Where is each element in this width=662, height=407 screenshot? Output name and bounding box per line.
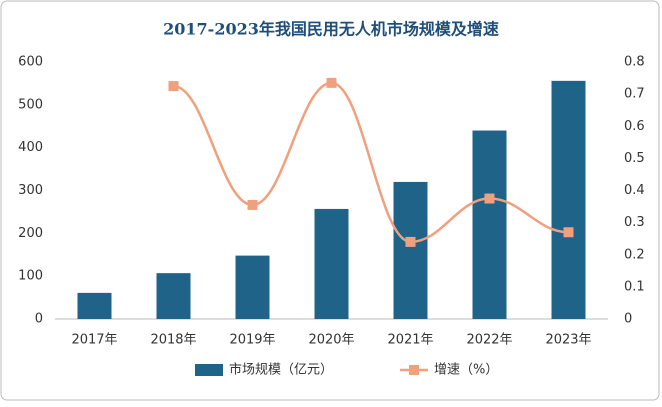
bar — [156, 273, 191, 319]
y-tick-label: 100 — [18, 269, 43, 284]
y2-tick-label: 0.4 — [624, 183, 645, 198]
line-marker — [563, 227, 574, 238]
line-marker — [405, 236, 416, 247]
y2-tick-label: 0.3 — [624, 215, 645, 230]
y-tick-label: 0 — [35, 312, 43, 327]
chart-title: 2017-2023年我国民用无人机市场规模及增速 — [163, 20, 499, 39]
y2-tick-label: 0.8 — [624, 55, 645, 70]
legend-swatch — [195, 364, 223, 376]
bar — [551, 80, 586, 319]
x-tick-label: 2021年 — [387, 333, 433, 348]
x-tick-label: 2019年 — [229, 333, 275, 348]
y-tick-label: 200 — [18, 226, 43, 241]
y-tick-label: 300 — [18, 183, 43, 198]
x-tick-label: 2018年 — [150, 333, 196, 348]
bar — [77, 292, 112, 319]
line-marker — [484, 193, 495, 204]
y-tick-label: 500 — [18, 97, 43, 112]
x-tick-label: 2020年 — [308, 333, 354, 348]
bar — [472, 130, 507, 319]
y-tick-label: 600 — [18, 55, 43, 70]
y2-tick-label: 0.5 — [624, 151, 645, 166]
line-marker — [326, 77, 337, 88]
line-marker — [247, 199, 258, 210]
x-tick-label: 2023年 — [545, 333, 591, 348]
legend-label: 市场规模（亿元） — [229, 362, 333, 378]
legend-label: 增速（%） — [434, 363, 498, 378]
y-tick-label: 400 — [18, 140, 43, 155]
bar — [393, 181, 428, 319]
x-tick-label: 2017年 — [71, 333, 117, 348]
x-tick-label: 2022年 — [466, 333, 512, 348]
y2-tick-label: 0 — [624, 312, 632, 327]
legend-swatch — [409, 365, 419, 375]
y2-tick-label: 0.2 — [624, 247, 645, 262]
y2-tick-label: 0.7 — [624, 87, 645, 102]
bar — [235, 255, 270, 319]
bar — [314, 208, 349, 319]
y2-tick-label: 0.1 — [624, 279, 645, 294]
line-marker — [168, 81, 179, 92]
y2-tick-label: 0.6 — [624, 119, 645, 134]
